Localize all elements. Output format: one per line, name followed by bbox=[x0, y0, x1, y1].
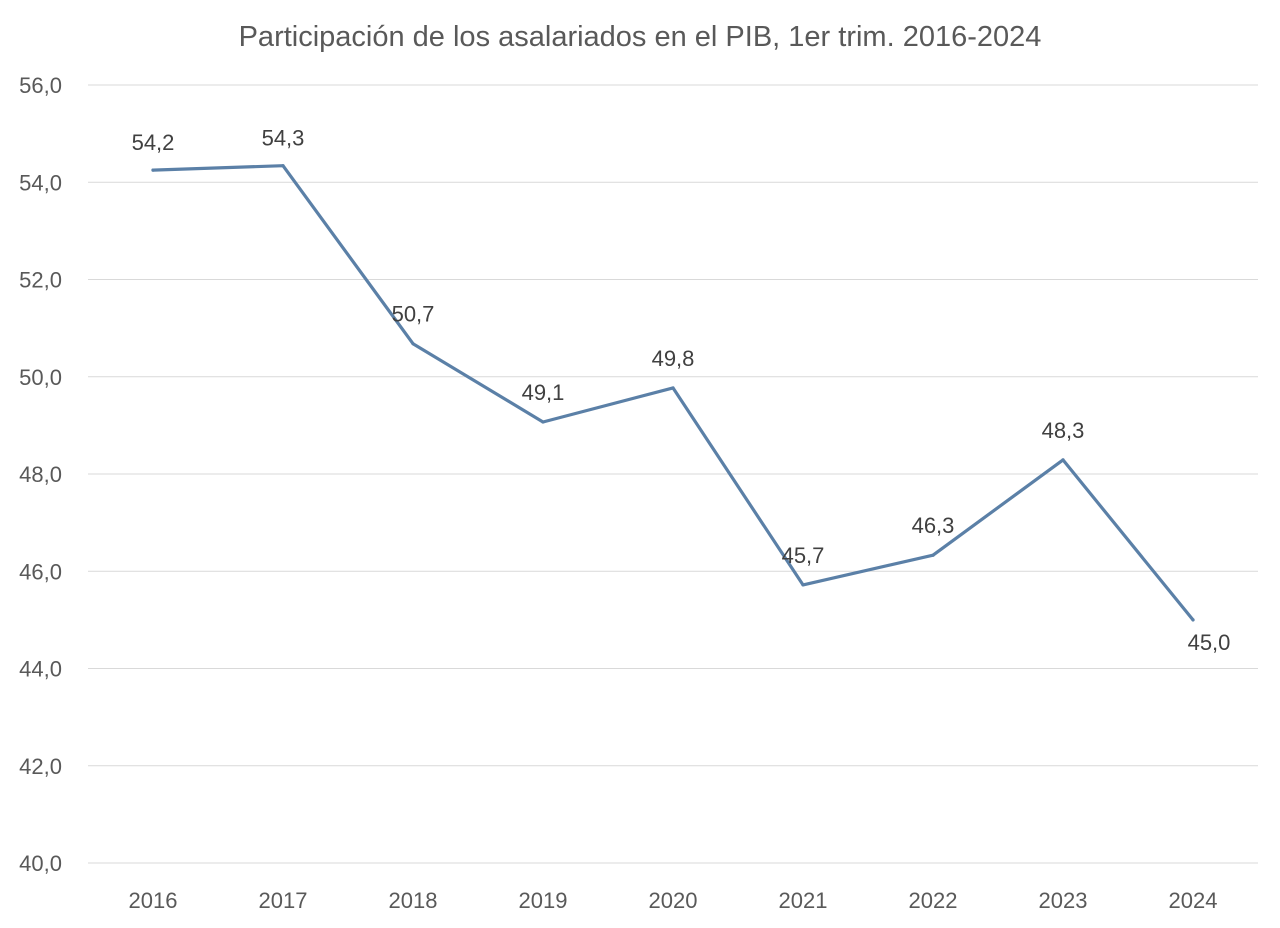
y-tick-label: 46,0 bbox=[19, 559, 62, 584]
data-label: 54,3 bbox=[262, 126, 305, 151]
y-tick-label: 44,0 bbox=[19, 657, 62, 682]
data-label: 50,7 bbox=[392, 302, 435, 327]
data-label: 49,8 bbox=[652, 346, 695, 371]
y-tick-label: 50,0 bbox=[19, 365, 62, 390]
x-tick-label: 2017 bbox=[259, 888, 308, 913]
x-tick-label: 2022 bbox=[909, 888, 958, 913]
y-tick-label: 42,0 bbox=[19, 754, 62, 779]
x-tick-label: 2019 bbox=[519, 888, 568, 913]
y-tick-label: 54,0 bbox=[19, 170, 62, 195]
y-tick-label: 56,0 bbox=[19, 73, 62, 98]
data-label: 48,3 bbox=[1042, 418, 1085, 443]
chart-title: Participación de los asalariados en el P… bbox=[239, 21, 1042, 53]
series-line bbox=[151, 164, 1195, 622]
x-tick-label: 2016 bbox=[129, 888, 178, 913]
data-point bbox=[801, 583, 805, 587]
y-tick-label: 48,0 bbox=[19, 462, 62, 487]
data-point bbox=[411, 342, 415, 346]
x-axis: 2016 2017 2018 2019 2020 2021 2022 2023 2024 bbox=[129, 888, 1218, 913]
data-labels: 54,2 54,3 50,7 49,1 49,8 45,7 46,3 48,3 45,0 bbox=[132, 126, 1231, 655]
data-label: 54,2 bbox=[132, 130, 175, 155]
x-tick-label: 2024 bbox=[1169, 888, 1218, 913]
y-tick-label: 40,0 bbox=[19, 851, 62, 876]
data-label: 46,3 bbox=[912, 513, 955, 538]
data-point bbox=[541, 420, 545, 424]
series-group bbox=[151, 164, 1195, 622]
data-label: 45,0 bbox=[1188, 630, 1231, 655]
data-label: 49,1 bbox=[522, 380, 565, 405]
data-point bbox=[1061, 458, 1065, 462]
y-axis: 40,0 42,0 44,0 46,0 48,0 50,0 52,0 54,0 56,0 bbox=[19, 73, 62, 876]
x-tick-label: 2020 bbox=[649, 888, 698, 913]
data-label: 45,7 bbox=[782, 543, 825, 568]
y-tick-label: 52,0 bbox=[19, 268, 62, 293]
data-point bbox=[1191, 618, 1195, 622]
data-point bbox=[671, 386, 675, 390]
data-point bbox=[281, 164, 285, 168]
data-point bbox=[931, 553, 935, 557]
gridlines bbox=[88, 84, 1258, 864]
x-tick-label: 2018 bbox=[389, 888, 438, 913]
x-tick-label: 2021 bbox=[779, 888, 828, 913]
x-tick-label: 2023 bbox=[1039, 888, 1088, 913]
data-point bbox=[151, 168, 155, 172]
